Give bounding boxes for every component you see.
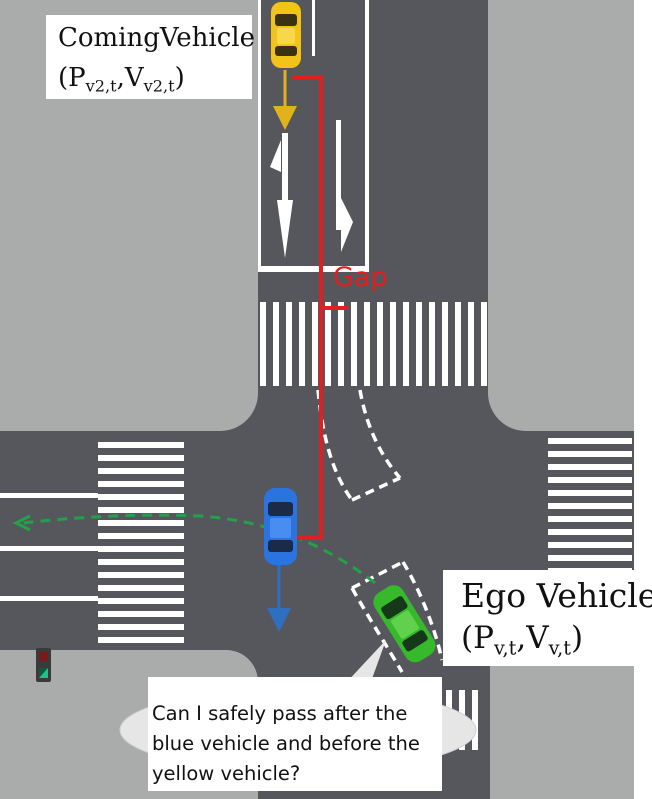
ego-trajectory bbox=[21, 513, 376, 585]
gap-label: Gap bbox=[333, 262, 388, 293]
sidewalk-top-left bbox=[0, 0, 258, 431]
ego-vehicle-title: Ego Vehicle bbox=[461, 576, 652, 615]
coming-vehicle-label: ComingVehicle (Pv2,t,Vv2,t) bbox=[46, 15, 256, 99]
right-margin bbox=[634, 0, 652, 799]
ego-v-sub: v,t bbox=[548, 636, 571, 660]
ego-vehicle-state: (Pv,t,Vv,t) bbox=[461, 620, 584, 660]
lane-arrow-straight-right bbox=[336, 120, 353, 252]
sidewalk-top-right bbox=[488, 0, 634, 431]
ego-trajectory-arrowhead bbox=[12, 514, 31, 532]
yellow-vehicle bbox=[271, 2, 301, 68]
traffic-light bbox=[36, 648, 51, 682]
ego-v: V bbox=[526, 620, 549, 656]
ego-p-sub: v,t bbox=[493, 636, 517, 660]
coming-v: V bbox=[124, 63, 144, 93]
coming-vehicle-state: (Pv2,t,Vv2,t) bbox=[58, 63, 185, 96]
ego-vehicle bbox=[373, 585, 436, 663]
crosswalk-north bbox=[260, 302, 487, 386]
crosswalk-west bbox=[98, 442, 184, 643]
coming-p: P bbox=[68, 63, 86, 93]
sidewalk-bottom-right bbox=[490, 650, 634, 799]
question-text: Can I safely pass after the blue vehicle… bbox=[148, 677, 442, 791]
turn-guide-lines bbox=[316, 389, 444, 673]
ego-p: P bbox=[473, 620, 494, 656]
lane-markings bbox=[0, 0, 369, 601]
gap-bracket bbox=[292, 75, 348, 540]
blue-vehicle bbox=[264, 488, 297, 565]
coming-p-sub: v2,t bbox=[85, 76, 117, 96]
coming-vehicle-title: ComingVehicle bbox=[58, 23, 256, 53]
coming-v-sub: v2,t bbox=[143, 76, 175, 96]
lane-arrow-straight-left bbox=[270, 133, 293, 258]
ego-vehicle-label: Ego Vehicle (Pv,t,Vv,t) bbox=[443, 570, 652, 666]
